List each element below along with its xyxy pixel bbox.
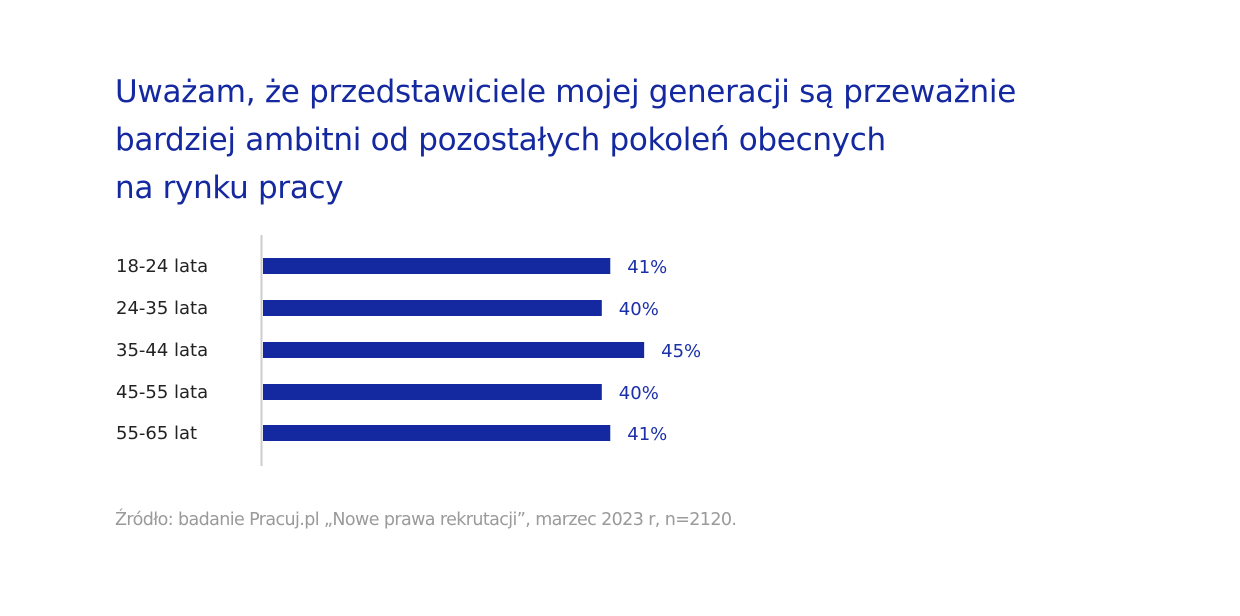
- category-label: 24-35 lata: [116, 298, 208, 319]
- bar: [263, 300, 602, 316]
- bar: [263, 384, 602, 400]
- bar: [263, 425, 611, 441]
- chart-title-line: bardziej ambitni od pozostałych pokoleń …: [115, 122, 886, 158]
- value-label: 45%: [661, 341, 701, 362]
- value-label: 40%: [619, 299, 659, 320]
- value-label: 40%: [619, 383, 659, 404]
- category-label: 35-44 lata: [116, 340, 208, 361]
- value-label: 41%: [627, 257, 667, 278]
- chart-title-line: na rynku pracy: [115, 170, 344, 206]
- category-label: 55-65 lat: [116, 423, 197, 444]
- bar: [263, 258, 611, 274]
- category-label: 18-24 lata: [116, 256, 208, 277]
- chart-title-line: Uważam, że przedstawiciele mojej generac…: [115, 74, 1016, 110]
- category-label: 45-55 lata: [116, 382, 208, 403]
- bar: [263, 342, 645, 358]
- source-note: Źródło: badanie Pracuj.pl „Nowe prawa re…: [115, 510, 737, 530]
- value-label: 41%: [627, 424, 667, 445]
- chart-title: Uważam, że przedstawiciele mojej generac…: [115, 68, 1175, 212]
